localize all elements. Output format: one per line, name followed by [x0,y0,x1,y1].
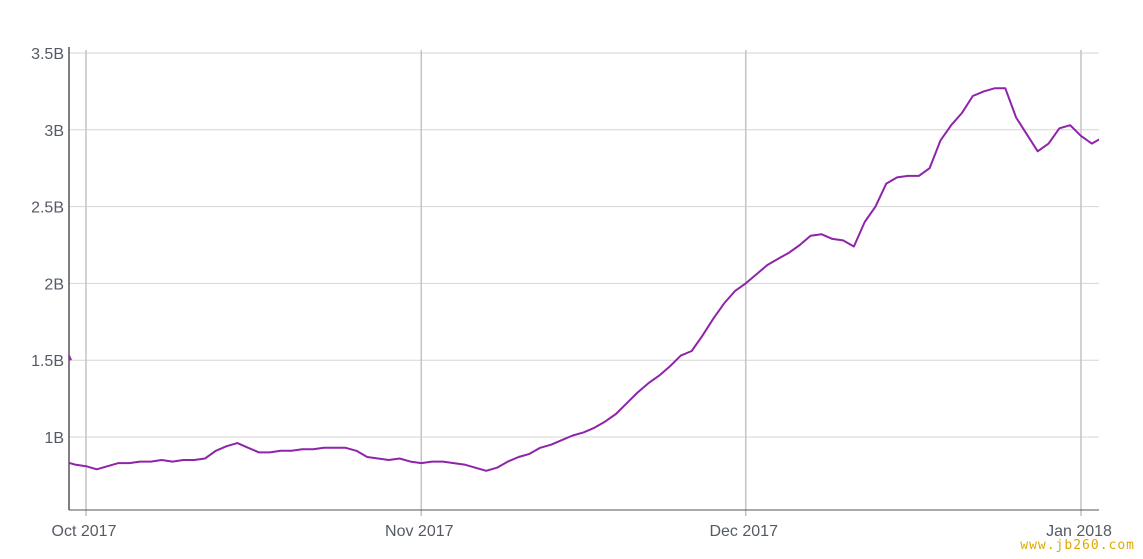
y-tick-label-1: 1.5B [31,353,64,370]
x-tick-labels: Oct 2017 Nov 2017 Dec 2017 Jan 2018 [52,523,1112,540]
x-tick-label-1: Nov 2017 [385,523,454,540]
series-group [68,87,1099,472]
horizontal-gridlines [69,52,1099,438]
x-tick-label-3: Jan 2018 [1046,523,1112,540]
y-tick-label-4: 3B [44,123,64,140]
watermark: www.jb260.com [1020,538,1135,553]
y-tick-label-3: 2.5B [31,200,64,217]
y-tick-label-5: 3.5B [31,46,64,63]
series-fragment-left [68,355,72,361]
x-tick-label-2: Dec 2017 [709,523,778,540]
axes [68,47,1099,511]
y-tick-labels: 1B 1.5B 2B 2.5B 3B 3.5B [31,46,64,447]
y-tick-label-0: 1B [44,430,64,447]
y-tick-label-2: 2B [44,276,64,293]
x-tick-label-0: Oct 2017 [52,523,117,540]
series-line-0 [69,87,1099,472]
